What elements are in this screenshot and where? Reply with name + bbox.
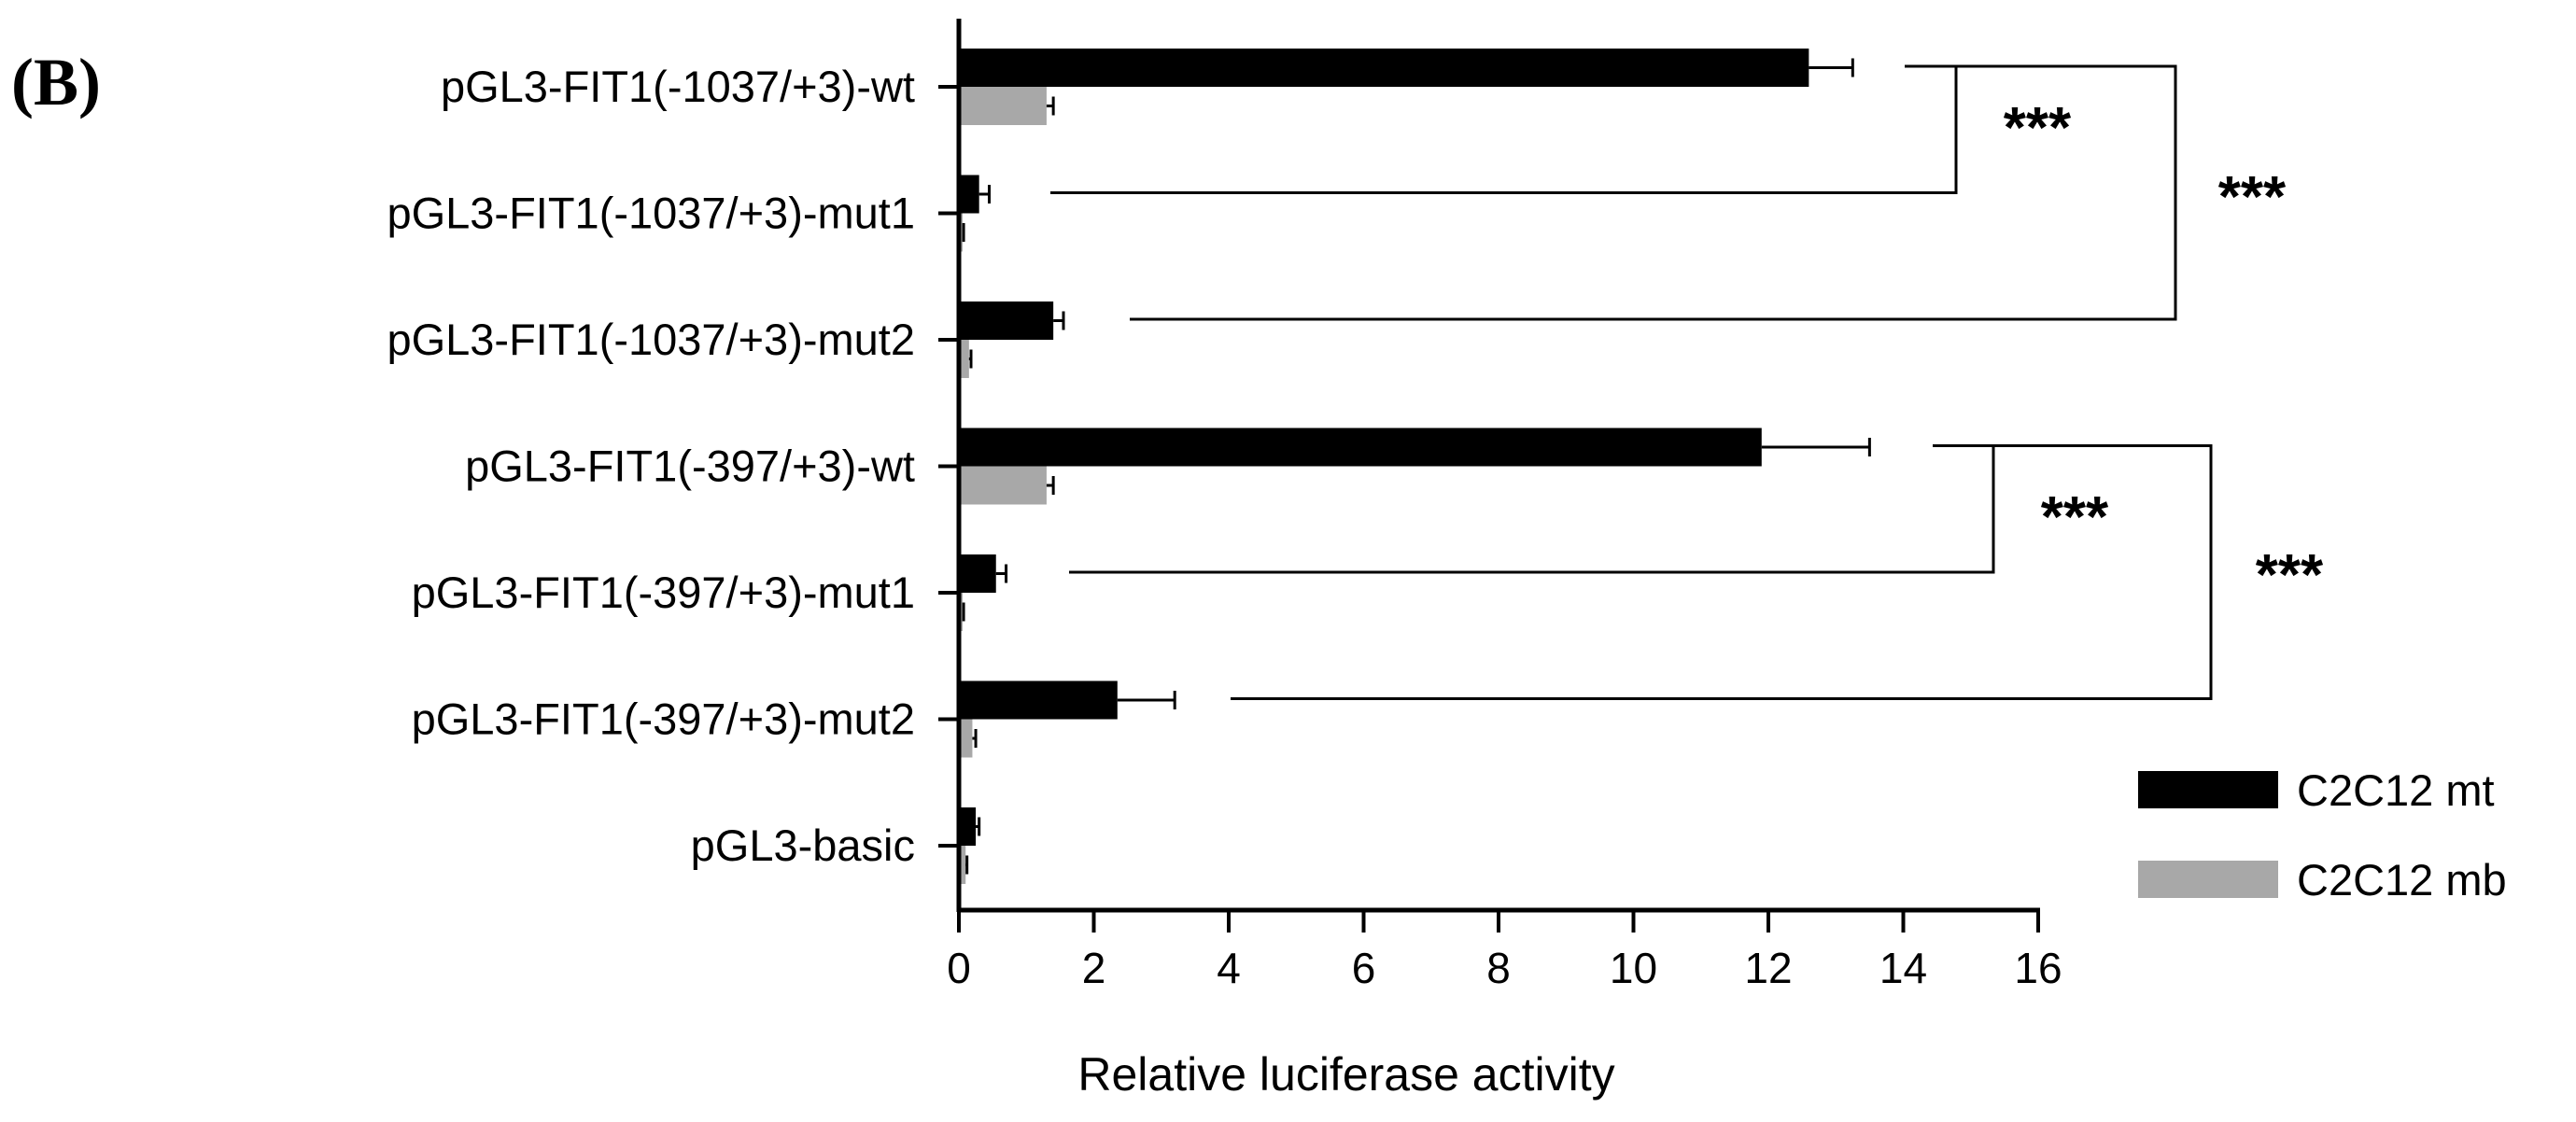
x-tick-label: 0 [947,944,971,992]
category-label: pGL3-FIT1(-1037/+3)-mut1 [387,189,915,238]
legend-label-c2c12-mt: C2C12 mt [2297,765,2495,815]
category-label: pGL3-FIT1(-1037/+3)-mut2 [387,315,915,364]
significance-label: *** [2041,485,2109,550]
x-tick-label: 10 [1610,944,1657,992]
bar-c2c12-mb-pgl3-basic [959,846,966,884]
legend: C2C12 mt C2C12 mb [2138,765,2507,905]
category-label: pGL3-FIT1(-397/+3)-mut2 [412,694,915,744]
x-tick-label: 16 [2014,944,2062,992]
axes-layer: pGL3-FIT1(-1037/+3)-wt pGL3-FIT1(-1037/+3… [387,19,2062,992]
legend-label-c2c12-mb: C2C12 mb [2297,855,2507,905]
bar-c2c12-mb-pgl3-fit1-397-3-mut2 [959,719,973,758]
bar-c2c12-mt-pgl3-fit1-397-3-wt [959,428,1762,467]
panel-label: (B) [11,45,101,119]
legend-swatch-c2c12-mt [2138,771,2278,808]
significance-bracket [1231,444,2213,700]
category-label: pGL3-FIT1(-1037/+3)-wt [441,62,915,111]
x-tick-label: 14 [1879,944,1927,992]
bar-c2c12-mt-pgl3-fit1-397-3-mut1 [959,554,996,593]
significance-label: *** [2004,96,2072,161]
legend-swatch-c2c12-mb [2138,861,2278,898]
category-label: pGL3-FIT1(-397/+3)-wt [465,442,915,491]
bar-c2c12-mt-pgl3-fit1-397-3-mut2 [959,680,1118,720]
bar-c2c12-mb-pgl3-fit1-397-3-wt [959,466,1047,505]
category-label: pGL3-basic [691,820,915,870]
error-bars-layer [962,58,1871,875]
x-tick-label: 12 [1744,944,1792,992]
bar-c2c12-mt-pgl3-basic [959,807,977,846]
bars-layer [959,49,1809,884]
significance-bracket [1130,64,2177,321]
significance-label: *** [2218,165,2287,230]
bar-c2c12-mt-pgl3-fit1-1037-3-mut1 [959,175,979,214]
x-tick-label: 8 [1486,944,1511,992]
x-tick-label: 6 [1352,944,1376,992]
significance-layer: *** *** *** *** [1050,64,2324,700]
bar-c2c12-mt-pgl3-fit1-1037-3-mut2 [959,302,1054,340]
significance-label: *** [2256,543,2324,608]
category-label: pGL3-FIT1(-397/+3)-mut1 [412,568,915,617]
x-tick-label: 4 [1217,944,1241,992]
bar-c2c12-mb-pgl3-fit1-1037-3-mut2 [959,340,969,378]
x-axis-title: Relative luciferase activity [1077,1048,1614,1101]
bar-c2c12-mt-pgl3-fit1-1037-3-wt [959,49,1809,87]
bar-c2c12-mb-pgl3-fit1-1037-3-wt [959,87,1047,125]
x-tick-label: 2 [1082,944,1106,992]
